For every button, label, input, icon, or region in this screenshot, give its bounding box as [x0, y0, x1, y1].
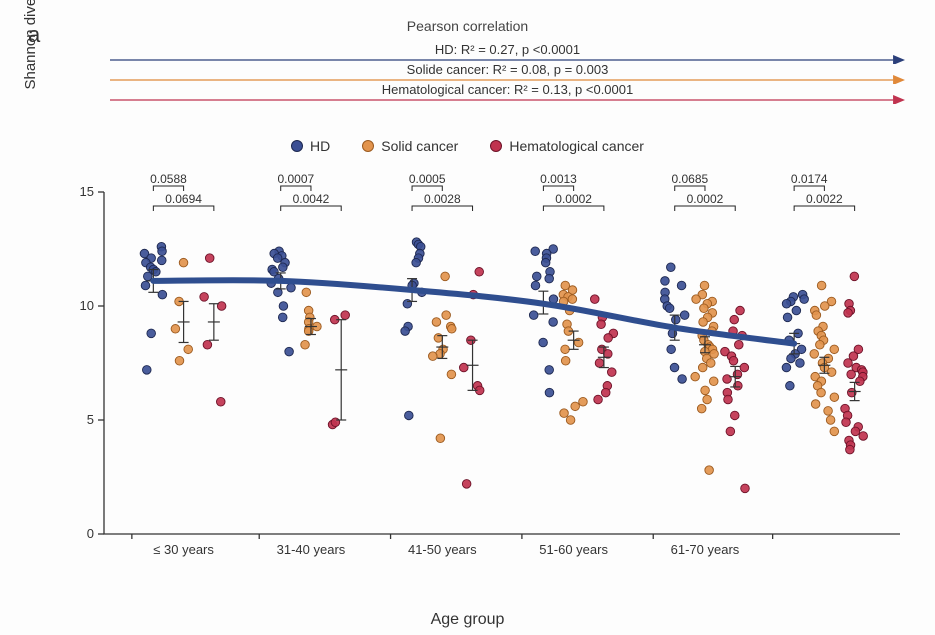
legend-dot-icon: [490, 140, 502, 152]
correlation-title: Pearson correlation: [0, 18, 935, 34]
correlation-text: Hematological cancer: R² = 0.13, p <0.00…: [110, 82, 905, 99]
svg-text:5: 5: [87, 412, 94, 427]
legend-label: Solid cancer: [381, 138, 458, 154]
legend-item: Solid cancer: [362, 138, 458, 154]
svg-text:0.0174: 0.0174: [791, 172, 828, 186]
svg-text:31-40 years: 31-40 years: [277, 542, 346, 557]
svg-text:0.0007: 0.0007: [277, 172, 314, 186]
correlation-text: HD: R² = 0.27, p <0.0001: [110, 42, 905, 59]
svg-text:≤ 30 years: ≤ 30 years: [153, 542, 214, 557]
legend-dot-icon: [362, 140, 374, 152]
svg-text:0.0013: 0.0013: [540, 172, 577, 186]
chart-svg: 0 5 10 15 ≤ 30 years 31-40 years 41-50 years 51…: [70, 170, 910, 570]
legend-item: HD: [291, 138, 330, 154]
legend-label: Hematological cancer: [509, 138, 644, 154]
legend-label: HD: [310, 138, 330, 154]
svg-text:0.0028: 0.0028: [424, 192, 461, 206]
svg-text:0: 0: [87, 526, 94, 541]
svg-text:0.0042: 0.0042: [293, 192, 330, 206]
svg-text:61-70 years: 61-70 years: [671, 542, 740, 557]
svg-text:0.0685: 0.0685: [672, 172, 709, 186]
legend-item: Hematological cancer: [490, 138, 644, 154]
chart: 0 5 10 15 ≤ 30 years 31-40 years 41-50 years 51…: [70, 170, 910, 610]
svg-text:15: 15: [80, 184, 94, 199]
svg-text:0.0002: 0.0002: [687, 192, 724, 206]
svg-text:0.0005: 0.0005: [409, 172, 446, 186]
svg-text:41-50 years: 41-50 years: [408, 542, 477, 557]
legend-dot-icon: [291, 140, 303, 152]
svg-text:0.0002: 0.0002: [555, 192, 592, 206]
svg-text:10: 10: [80, 298, 94, 313]
svg-text:0.0588: 0.0588: [150, 172, 187, 186]
x-axis-label: Age group: [0, 611, 935, 629]
y-axis-label: Shannon diversity index of TCR repertoir…: [22, 0, 39, 170]
svg-text:51-60 years: 51-60 years: [539, 542, 608, 557]
legend: HD Solid cancer Hematological cancer: [0, 138, 935, 155]
header: Pearson correlation: [0, 18, 935, 34]
correlation-text: Solide cancer: R² = 0.08, p = 0.003: [110, 62, 905, 79]
svg-text:0.0694: 0.0694: [165, 192, 202, 206]
svg-text:0.0022: 0.0022: [806, 192, 843, 206]
